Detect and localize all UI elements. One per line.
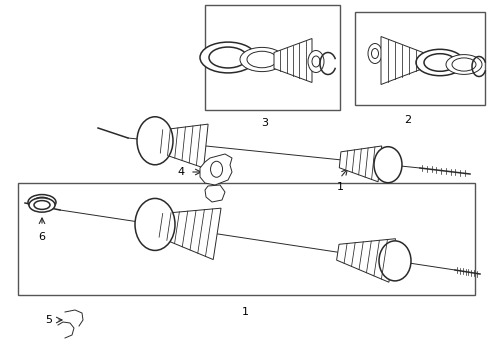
Ellipse shape [240,48,284,72]
Ellipse shape [374,147,402,183]
Text: 4: 4 [178,167,185,177]
Ellipse shape [200,42,256,73]
Ellipse shape [446,55,482,75]
Polygon shape [337,239,395,282]
Polygon shape [151,208,221,260]
Polygon shape [274,39,312,82]
Polygon shape [200,154,232,185]
Text: 6: 6 [39,232,46,242]
Ellipse shape [312,56,320,67]
Ellipse shape [33,197,51,207]
Ellipse shape [211,161,222,177]
Ellipse shape [424,54,456,71]
Ellipse shape [368,44,382,63]
Ellipse shape [135,198,175,251]
Ellipse shape [308,50,324,72]
Text: 1: 1 [242,307,248,317]
Ellipse shape [416,49,464,76]
Ellipse shape [34,201,50,210]
Text: 1: 1 [337,182,343,192]
Ellipse shape [379,241,411,281]
Ellipse shape [137,117,173,165]
Polygon shape [153,124,208,168]
Text: 5: 5 [45,315,52,325]
Polygon shape [339,146,382,182]
Ellipse shape [247,51,277,68]
Bar [205,5,340,110]
Text: 3: 3 [262,118,269,128]
Polygon shape [205,185,225,202]
Ellipse shape [209,47,247,68]
Bar [18,183,475,295]
Ellipse shape [29,198,55,212]
Ellipse shape [452,58,476,71]
Text: 2: 2 [404,115,412,125]
Ellipse shape [28,194,56,210]
Bar [355,12,485,105]
Polygon shape [381,36,423,85]
Ellipse shape [371,49,378,59]
